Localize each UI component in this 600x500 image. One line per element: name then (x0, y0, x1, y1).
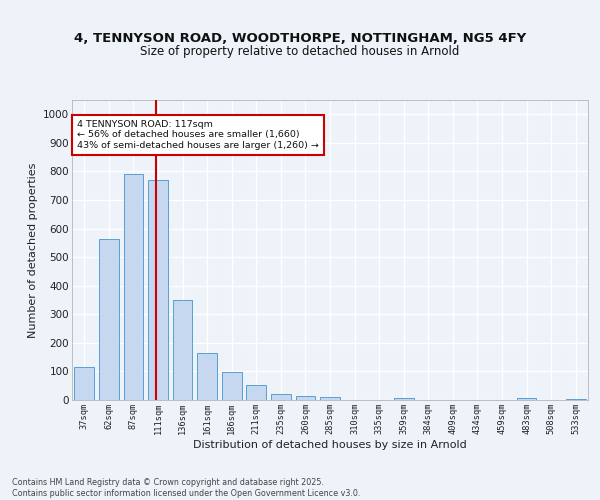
X-axis label: Distribution of detached houses by size in Arnold: Distribution of detached houses by size … (193, 440, 467, 450)
Bar (247, 385, 266, 400)
Bar (296, 396, 315, 400)
Bar (74, 367, 94, 400)
Bar (222, 372, 242, 400)
Bar (566, 398, 586, 400)
Bar (173, 300, 193, 400)
Bar (394, 398, 413, 400)
Bar (99, 238, 119, 400)
Bar (320, 397, 340, 400)
Y-axis label: Number of detached properties: Number of detached properties (28, 162, 38, 338)
Bar (271, 394, 290, 400)
Bar (148, 180, 168, 400)
Text: 4 TENNYSON ROAD: 117sqm
← 56% of detached houses are smaller (1,660)
43% of semi: 4 TENNYSON ROAD: 117sqm ← 56% of detache… (77, 120, 319, 150)
Bar (197, 353, 217, 400)
Bar (517, 398, 536, 400)
Text: Size of property relative to detached houses in Arnold: Size of property relative to detached ho… (140, 45, 460, 58)
Text: Contains HM Land Registry data © Crown copyright and database right 2025.
Contai: Contains HM Land Registry data © Crown c… (12, 478, 361, 498)
Text: 4, TENNYSON ROAD, WOODTHORPE, NOTTINGHAM, NG5 4FY: 4, TENNYSON ROAD, WOODTHORPE, NOTTINGHAM… (74, 32, 526, 46)
Bar (124, 174, 143, 400)
